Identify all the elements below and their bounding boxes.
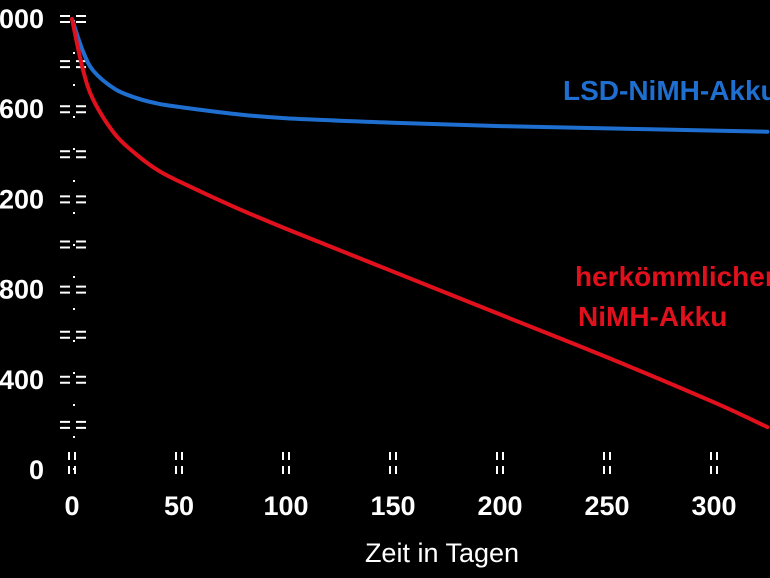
y-tick-label: 1600: [0, 94, 44, 124]
series-lines: [70, 17, 770, 430]
y-tick-label: 1200: [0, 184, 44, 214]
y-tick-labels: 0 400 800 1200 1600 2000: [0, 4, 44, 485]
x-tick-labels: 0 50 100 150 200 250 300: [64, 491, 736, 521]
y-tick-label: 800: [0, 275, 44, 305]
x-tick-label: 300: [691, 491, 736, 521]
x-tick-label: 0: [64, 491, 79, 521]
series-line-1: [70, 17, 770, 430]
y-tick-label: 400: [0, 365, 44, 395]
series-line-0: [70, 17, 770, 134]
y-ticks: [60, 15, 86, 429]
series-label-lsd: LSD-NiMH-Akku: [563, 75, 770, 106]
series-label-conventional-line2: NiMH-Akku: [578, 301, 727, 332]
x-tick-label: 150: [370, 491, 415, 521]
x-ticks: [68, 452, 718, 478]
x-axis-title: Zeit in Tagen: [365, 538, 519, 568]
x-tick-label: 250: [584, 491, 629, 521]
series-label-conventional-line1: herkömmlicher: [575, 261, 770, 292]
x-tick-label: 50: [164, 491, 194, 521]
y-tick-label: 2000: [0, 4, 44, 34]
y-tick-label: 0: [29, 455, 44, 485]
x-tick-label: 200: [477, 491, 522, 521]
x-tick-label: 100: [263, 491, 308, 521]
